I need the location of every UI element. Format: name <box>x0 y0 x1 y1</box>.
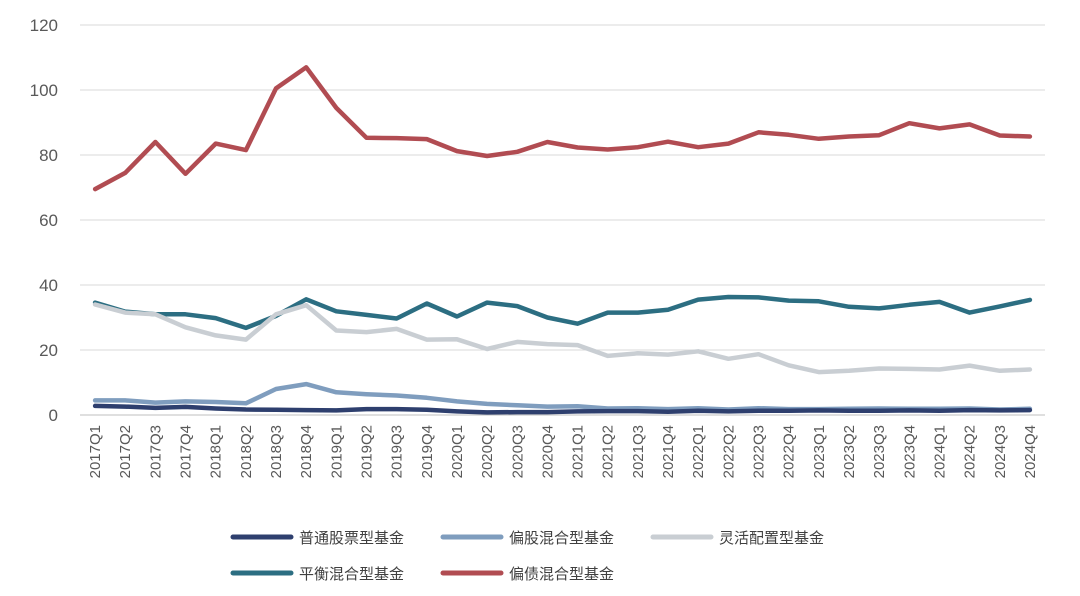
x-tick-label: 2019Q1 <box>328 425 345 478</box>
y-tick-label: 80 <box>39 146 58 165</box>
x-tick-label: 2024Q4 <box>1022 425 1039 478</box>
series-line <box>92 294 1033 331</box>
legend-label: 普通股票型基金 <box>299 529 404 547</box>
series-line <box>92 65 1033 192</box>
x-tick-label: 2021Q2 <box>600 425 617 478</box>
y-tick-label: 120 <box>30 16 58 35</box>
series-4 <box>92 294 1033 331</box>
x-tick-label: 2018Q1 <box>208 425 225 478</box>
legend-label: 偏债混合型基金 <box>509 565 614 583</box>
series-5 <box>92 65 1033 192</box>
legend-label: 灵活配置型基金 <box>719 529 824 547</box>
x-tick-label: 2017Q3 <box>147 425 164 478</box>
x-tick-label: 2018Q2 <box>238 425 255 478</box>
series-1 <box>92 403 1033 415</box>
y-tick-label: 20 <box>39 341 58 360</box>
x-tick-label: 2020Q1 <box>449 425 466 478</box>
y-tick-label: 60 <box>39 211 58 230</box>
x-tick-label: 2019Q3 <box>389 425 406 478</box>
x-tick-label: 2017Q4 <box>178 425 195 478</box>
x-tick-label: 2022Q4 <box>781 425 798 478</box>
x-tick-label: 2023Q3 <box>871 425 888 478</box>
x-tick-label: 2024Q3 <box>992 425 1009 478</box>
series-line <box>92 403 1033 415</box>
series-lines <box>92 65 1033 415</box>
x-tick-label: 2018Q4 <box>298 425 315 478</box>
x-tick-label: 2021Q3 <box>630 425 647 478</box>
legend-label: 偏股混合型基金 <box>509 529 614 547</box>
x-tick-label: 2024Q1 <box>931 425 948 478</box>
x-tick-label: 2023Q4 <box>901 425 918 478</box>
x-tick-label: 2021Q1 <box>570 425 587 478</box>
x-tick-label: 2020Q2 <box>479 425 496 478</box>
legend-item: 平衡混合型基金 <box>230 565 404 583</box>
x-tick-label: 2019Q2 <box>358 425 375 478</box>
x-tick-label: 2024Q2 <box>962 425 979 478</box>
x-axis-tick-labels: 2017Q1 2017Q2 2017Q3 2017Q4 2018Q1 2018Q2 2018… <box>87 425 1039 478</box>
x-tick-label: 2022Q2 <box>720 425 737 478</box>
legend-item: 偏债混合型基金 <box>440 565 614 583</box>
x-tick-label: 2020Q3 <box>509 425 526 478</box>
x-tick-label: 2018Q3 <box>268 425 285 478</box>
x-tick-label: 2023Q1 <box>811 425 828 478</box>
legend-label: 平衡混合型基金 <box>299 565 404 583</box>
series-3 <box>92 302 1033 375</box>
y-tick-label: 100 <box>30 81 58 100</box>
y-tick-label: 40 <box>39 276 58 295</box>
legend-item: 灵活配置型基金 <box>650 529 824 547</box>
x-tick-label: 2017Q2 <box>117 425 134 478</box>
x-tick-label: 2017Q1 <box>87 425 104 478</box>
x-tick-label: 2021Q4 <box>660 425 677 478</box>
y-axis-tick-labels: 0 20 40 60 80 100 120 <box>30 16 58 425</box>
series-line <box>92 302 1033 375</box>
x-tick-label: 2020Q4 <box>539 425 556 478</box>
y-tick-label: 0 <box>49 406 58 425</box>
x-tick-label: 2022Q1 <box>690 425 707 478</box>
x-tick-label: 2019Q4 <box>419 425 436 478</box>
series-line <box>92 381 1033 412</box>
x-tick-label: 2022Q3 <box>751 425 768 478</box>
legend-item: 普通股票型基金 <box>230 529 404 547</box>
legend-item: 偏股混合型基金 <box>440 529 614 547</box>
x-tick-label: 2023Q2 <box>841 425 858 478</box>
series-2 <box>92 381 1033 412</box>
gridlines <box>80 24 1045 351</box>
